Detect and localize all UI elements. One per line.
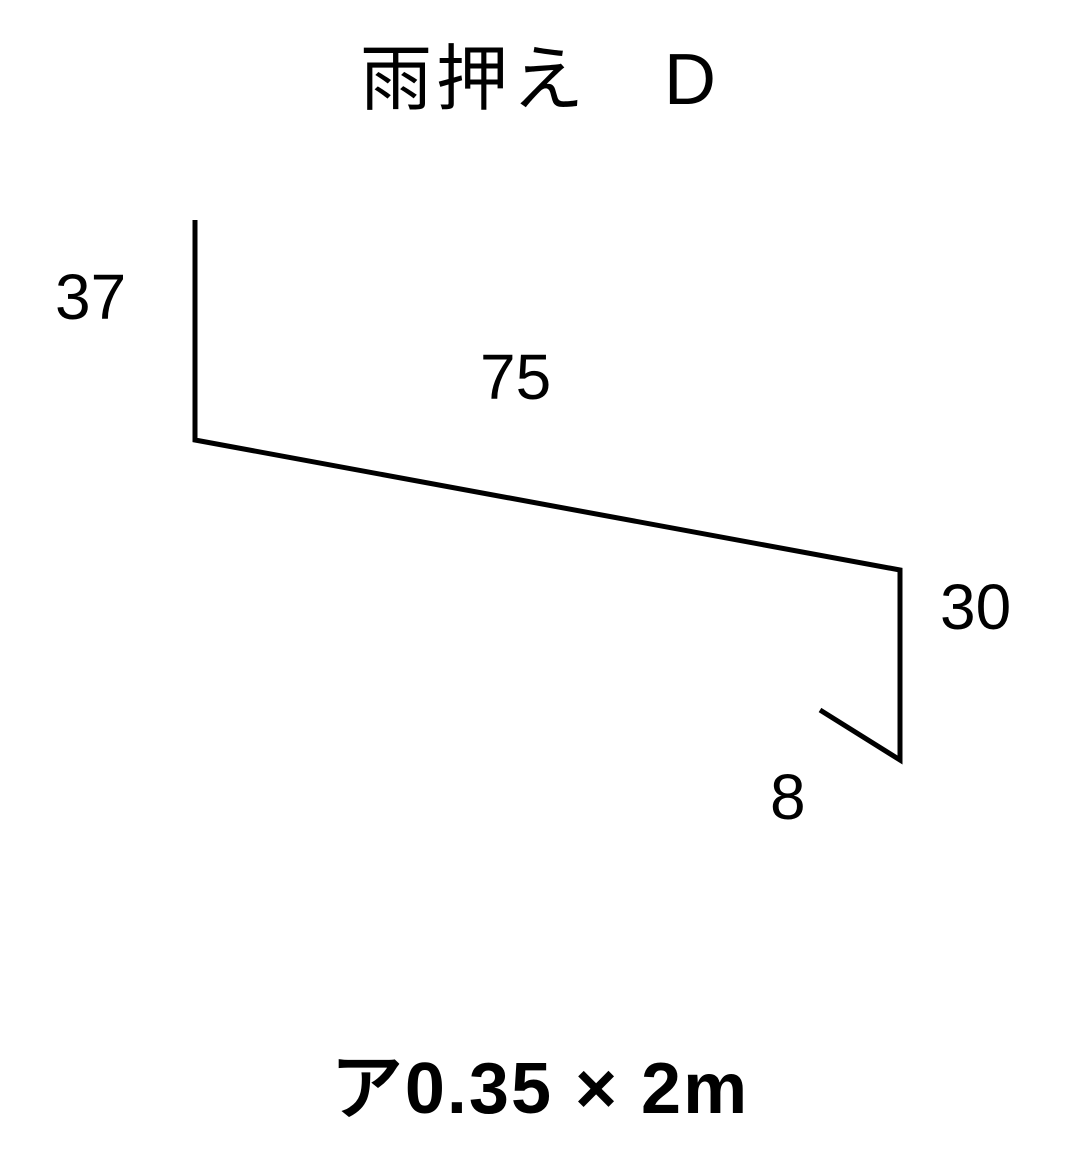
- dimension-label-37: 37: [55, 260, 126, 334]
- profile-diagram: [0, 180, 1080, 900]
- spec-footer: ア0.35 × 2m: [0, 1029, 1080, 1134]
- dimension-label-30: 30: [940, 570, 1011, 644]
- dimension-label-75: 75: [480, 340, 551, 414]
- dimension-label-8: 8: [770, 760, 806, 834]
- diagram-title: 雨押え D: [0, 20, 1080, 125]
